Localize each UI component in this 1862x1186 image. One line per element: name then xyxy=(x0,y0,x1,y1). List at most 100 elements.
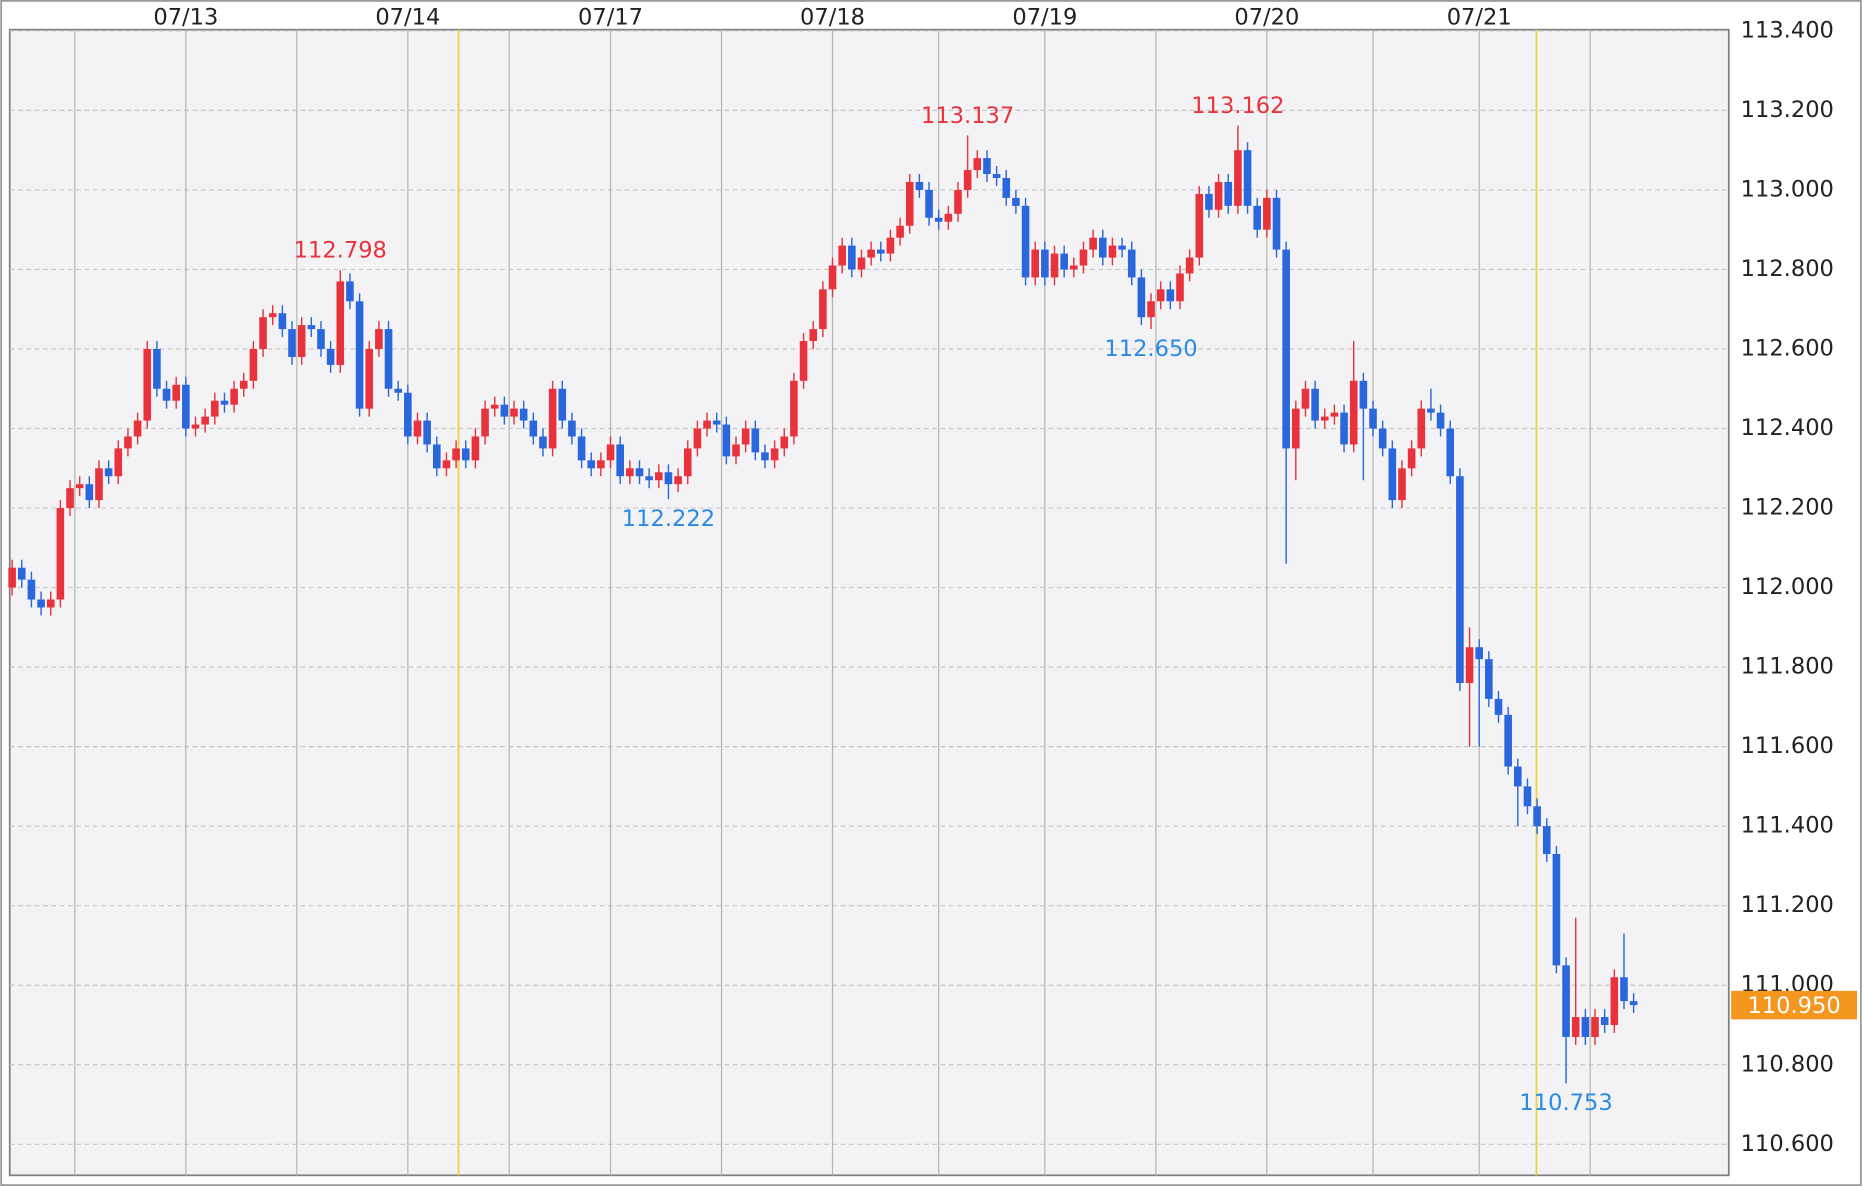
candle-body xyxy=(1301,388,1310,409)
y-tick-label: 112.600 xyxy=(1741,335,1834,361)
candle-body xyxy=(925,189,933,218)
candle-body xyxy=(432,444,441,469)
candle-body xyxy=(1292,408,1300,449)
candle-body xyxy=(1552,854,1561,966)
y-tick-label: 113.200 xyxy=(1741,97,1834,123)
candle-body xyxy=(1253,205,1262,230)
candle-body xyxy=(1272,197,1281,250)
candle-body xyxy=(848,245,856,270)
candle-body xyxy=(1571,1017,1580,1037)
candle-body xyxy=(211,400,219,417)
candle-body xyxy=(732,444,740,457)
candle-body xyxy=(568,420,576,437)
candle-body xyxy=(1407,448,1416,469)
candle-body xyxy=(1456,476,1464,684)
candle-body xyxy=(1021,205,1030,278)
candle-body xyxy=(1330,412,1339,417)
candle-body xyxy=(1349,380,1358,445)
candle-body xyxy=(336,281,345,365)
candle-body xyxy=(828,265,837,290)
candle-body xyxy=(944,213,953,222)
candle-body xyxy=(722,424,731,457)
candle-body xyxy=(1359,380,1368,409)
candle-body xyxy=(114,448,123,477)
candle-body xyxy=(85,484,94,501)
candle-body xyxy=(741,428,750,445)
candle-body xyxy=(162,388,171,401)
candle-body xyxy=(1494,698,1503,715)
candle-body xyxy=(1417,408,1426,449)
candle-body xyxy=(413,420,422,437)
candle-body xyxy=(288,329,296,357)
candle-body xyxy=(790,380,798,437)
high-annotation: 113.137 xyxy=(921,103,1014,129)
candle-body xyxy=(27,579,36,600)
candle-body xyxy=(56,508,65,600)
candle-body xyxy=(182,384,190,429)
candle-body xyxy=(780,436,789,449)
candle-body xyxy=(66,488,74,509)
candle-body xyxy=(1234,150,1242,206)
candle-body xyxy=(124,436,132,449)
candle-body xyxy=(1041,249,1049,278)
candle-body xyxy=(75,484,84,489)
candle-body xyxy=(664,472,673,485)
candle-body xyxy=(577,436,586,461)
candle-body xyxy=(548,388,557,449)
candle-body xyxy=(963,170,972,190)
candle-body xyxy=(529,420,538,437)
candle-body xyxy=(17,567,26,580)
candle-body xyxy=(597,460,605,469)
candle-body xyxy=(1446,428,1455,477)
candle-body xyxy=(172,384,180,401)
candle-body xyxy=(1002,178,1011,198)
candle-body xyxy=(954,189,962,214)
candle-body xyxy=(153,348,161,389)
candle-body xyxy=(404,392,412,437)
candle-body xyxy=(635,468,644,477)
candle-body xyxy=(857,257,866,270)
candle-body xyxy=(1340,412,1348,445)
y-tick-label: 110.600 xyxy=(1741,1131,1834,1157)
candle-body xyxy=(297,325,306,357)
candle-body xyxy=(1311,388,1319,421)
candle-body xyxy=(1079,249,1088,266)
candle-body xyxy=(1031,249,1040,278)
y-tick-label: 113.400 xyxy=(1741,17,1834,43)
candle-body xyxy=(616,444,624,477)
candle-body xyxy=(1542,826,1551,855)
candle-body xyxy=(1089,237,1097,250)
candle-body xyxy=(1185,257,1194,274)
candle-body xyxy=(1436,412,1445,429)
low-annotation: 112.222 xyxy=(622,506,715,532)
candle-body xyxy=(259,317,267,349)
candle-body xyxy=(819,289,827,330)
y-tick-label: 112.000 xyxy=(1741,574,1834,600)
candle-body xyxy=(481,408,489,437)
y-tick-label: 111.800 xyxy=(1741,654,1834,680)
x-tick-label: 07/13 xyxy=(153,4,218,30)
candle-body xyxy=(558,388,567,421)
candle-body xyxy=(1523,786,1532,807)
candle-body xyxy=(278,313,287,330)
candle-body xyxy=(799,341,808,381)
candle-body xyxy=(1195,193,1204,258)
candle-body xyxy=(1050,253,1059,278)
candle-body xyxy=(539,436,547,449)
candle-body xyxy=(133,420,142,437)
candle-body xyxy=(1600,1017,1609,1026)
high-annotation: 113.162 xyxy=(1191,93,1284,119)
candle-body xyxy=(510,408,518,417)
y-tick-label: 111.600 xyxy=(1741,733,1834,759)
candle-body xyxy=(915,181,924,190)
candle-body xyxy=(654,472,663,481)
candle-body xyxy=(1127,249,1136,278)
candle-body xyxy=(490,404,499,409)
candle-body xyxy=(1388,448,1397,501)
candle-body xyxy=(355,301,364,409)
candle-body xyxy=(1012,197,1020,206)
candle-body xyxy=(1147,301,1155,318)
candle-body xyxy=(1214,181,1223,210)
